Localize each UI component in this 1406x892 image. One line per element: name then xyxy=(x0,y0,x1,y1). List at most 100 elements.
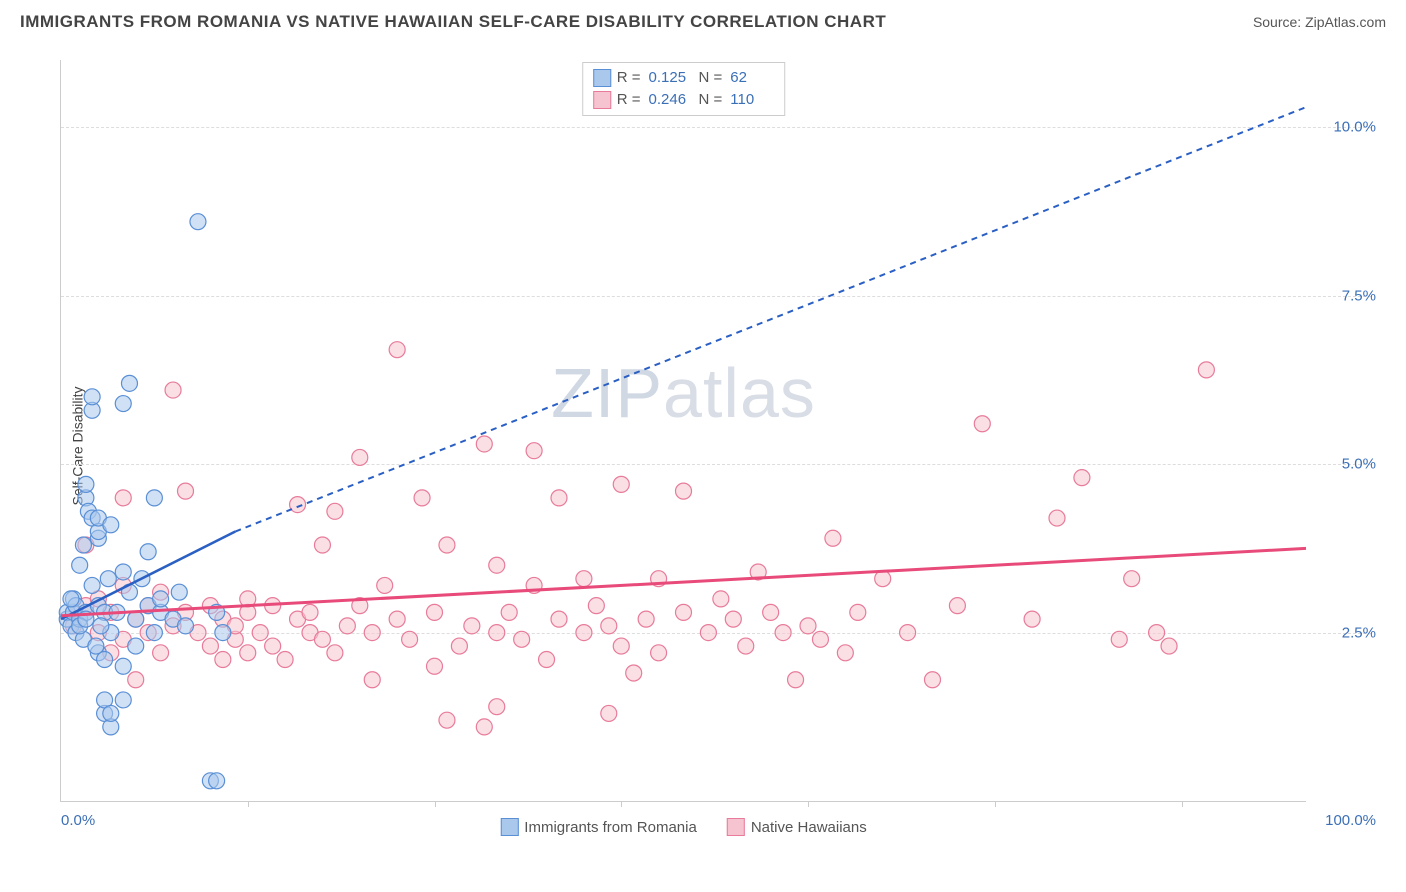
data-point xyxy=(414,490,430,506)
x-tick xyxy=(435,801,436,807)
data-point xyxy=(153,645,169,661)
y-tick-label: 5.0% xyxy=(1342,456,1376,473)
data-point xyxy=(215,652,231,668)
data-point xyxy=(115,658,131,674)
data-point xyxy=(601,618,617,634)
data-point xyxy=(526,443,542,459)
legend-swatch-blue xyxy=(593,69,611,87)
data-point xyxy=(825,530,841,546)
data-point xyxy=(146,490,162,506)
data-point xyxy=(302,604,318,620)
data-point xyxy=(389,611,405,627)
y-tick-label: 10.0% xyxy=(1333,119,1376,136)
data-point xyxy=(377,577,393,593)
data-point xyxy=(75,537,91,553)
data-point xyxy=(252,625,268,641)
data-point xyxy=(837,645,853,661)
data-point xyxy=(738,638,754,654)
x-tick-label-max: 100.0% xyxy=(1325,812,1376,829)
data-point xyxy=(464,618,480,634)
data-point xyxy=(240,645,256,661)
data-point xyxy=(626,665,642,681)
data-point xyxy=(1149,625,1165,641)
data-point xyxy=(178,483,194,499)
legend-n-val-2: 110 xyxy=(730,89,774,111)
data-point xyxy=(209,773,225,789)
data-point xyxy=(1161,638,1177,654)
data-point xyxy=(713,591,729,607)
data-point xyxy=(788,672,804,688)
data-point xyxy=(78,476,94,492)
data-point xyxy=(439,537,455,553)
legend-row-1: R = 0.125 N = 62 xyxy=(593,67,775,89)
data-point xyxy=(1024,611,1040,627)
legend-n-label: N = xyxy=(699,67,723,89)
data-point xyxy=(601,705,617,721)
data-point xyxy=(1074,470,1090,486)
data-point xyxy=(676,483,692,499)
data-point xyxy=(576,571,592,587)
bottom-legend-label-2: Native Hawaiians xyxy=(751,819,867,836)
data-point xyxy=(93,618,109,634)
legend-row-2: R = 0.246 N = 110 xyxy=(593,89,775,111)
legend-r-val-1: 0.125 xyxy=(649,67,693,89)
data-point xyxy=(115,564,131,580)
legend-r-val-2: 0.246 xyxy=(649,89,693,111)
data-point xyxy=(314,631,330,647)
data-point xyxy=(153,591,169,607)
data-point xyxy=(339,618,355,634)
legend-r-label: R = xyxy=(617,67,641,89)
legend-swatch-pink xyxy=(727,818,745,836)
data-point xyxy=(146,625,162,641)
data-point xyxy=(489,699,505,715)
data-point xyxy=(638,611,654,627)
data-point xyxy=(476,436,492,452)
data-point xyxy=(613,638,629,654)
chart-container: Self-Care Disability ZIPatlas R = 0.125 … xyxy=(48,50,1386,842)
data-point xyxy=(775,625,791,641)
bottom-legend-item-2: Native Hawaiians xyxy=(727,818,867,836)
data-point xyxy=(178,618,194,634)
data-point xyxy=(100,571,116,587)
data-point xyxy=(103,517,119,533)
data-point xyxy=(327,503,343,519)
data-point xyxy=(290,497,306,513)
x-tick xyxy=(995,801,996,807)
data-point xyxy=(551,611,567,627)
data-point xyxy=(314,537,330,553)
y-tick-label: 2.5% xyxy=(1342,624,1376,641)
data-point xyxy=(352,449,368,465)
data-point xyxy=(725,611,741,627)
data-point xyxy=(875,571,891,587)
data-point xyxy=(489,557,505,573)
legend-n-label: N = xyxy=(699,89,723,111)
data-point xyxy=(700,625,716,641)
x-tick xyxy=(1182,801,1183,807)
data-point xyxy=(588,598,604,614)
bottom-legend-label-1: Immigrants from Romania xyxy=(524,819,697,836)
data-point xyxy=(850,604,866,620)
x-tick xyxy=(808,801,809,807)
data-point xyxy=(364,672,380,688)
data-point xyxy=(551,490,567,506)
data-point xyxy=(427,604,443,620)
legend-swatch-blue xyxy=(500,818,518,836)
chart-title: IMMIGRANTS FROM ROMANIA VS NATIVE HAWAII… xyxy=(20,12,886,32)
data-point xyxy=(327,645,343,661)
data-point xyxy=(402,631,418,647)
data-point xyxy=(115,396,131,412)
data-point xyxy=(389,342,405,358)
data-point xyxy=(190,214,206,230)
legend-swatch-pink xyxy=(593,91,611,109)
y-tick-label: 7.5% xyxy=(1342,287,1376,304)
data-point xyxy=(427,658,443,674)
data-point xyxy=(489,625,505,641)
bottom-legend-item-1: Immigrants from Romania xyxy=(500,818,697,836)
data-point xyxy=(72,557,88,573)
data-point xyxy=(63,591,79,607)
data-point xyxy=(1198,362,1214,378)
data-point xyxy=(651,645,667,661)
x-tick xyxy=(621,801,622,807)
data-point xyxy=(812,631,828,647)
legend-r-label: R = xyxy=(617,89,641,111)
